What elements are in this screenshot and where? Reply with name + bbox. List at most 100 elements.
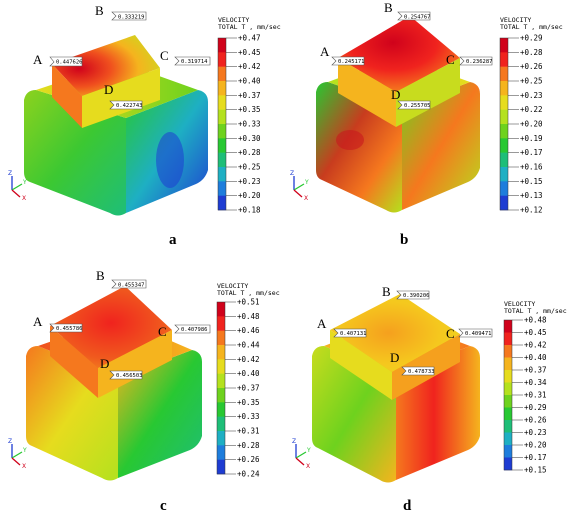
colorbar-segment	[217, 402, 225, 417]
svg-text:0.409471: 0.409471	[465, 331, 492, 337]
svg-text:Y: Y	[306, 447, 311, 454]
legend-tick-label: +0.26	[237, 455, 260, 464]
legend-title-b: VELOCITY	[500, 16, 531, 24]
point-label-d-B: B	[382, 284, 391, 299]
svg-text:0.245171: 0.245171	[338, 59, 365, 65]
colorbar-segment	[500, 152, 508, 168]
svg-text:0.455347: 0.455347	[118, 283, 145, 289]
legend-tick-label: +0.25	[520, 77, 543, 86]
legend-tick-label: +0.25	[238, 163, 261, 172]
legend-tick-label: +0.42	[238, 62, 261, 71]
axis-triad-a: Z Y X	[8, 170, 27, 202]
colorbar-segment	[504, 445, 512, 458]
legend-tick-label: +0.45	[524, 328, 547, 337]
colorbar-segment	[218, 152, 226, 168]
point-label-c-A: A	[33, 314, 43, 329]
colorbar-segment	[218, 95, 226, 110]
colorbar-segment	[504, 420, 512, 433]
panel-a: A B C D 0.447626 0.333219 0.319714 0.422…	[8, 3, 281, 248]
colorbar-segment	[218, 66, 226, 82]
colorbar-d	[503, 319, 513, 471]
legend-tick-label: +0.29	[520, 34, 543, 43]
colorbar-segment	[500, 81, 508, 96]
svg-text:Z: Z	[8, 170, 12, 177]
svg-text:Y: Y	[22, 179, 27, 186]
colorbar-segment	[504, 457, 512, 471]
colorbar-segment	[218, 38, 226, 53]
caption-c: c	[160, 498, 167, 514]
legend-tick-label: +0.20	[524, 441, 547, 450]
colorbar-segment	[217, 445, 225, 460]
colorbar-segment	[500, 167, 508, 182]
legend-ticks-c: +0.51 +0.48 +0.46 +0.44 +0.42 +0.40 +0.37 +0.35…	[225, 298, 260, 479]
svg-text:Z: Z	[8, 438, 12, 445]
legend-title-a: VELOCITY	[218, 16, 249, 24]
legend-tick-label: +0.47	[238, 34, 261, 43]
colorbar-segment	[217, 359, 225, 374]
svg-text:X: X	[22, 195, 26, 202]
legend-tick-label: +0.35	[237, 398, 260, 407]
legend-tick-label: +0.15	[520, 177, 543, 186]
colorbar-segment	[500, 109, 508, 125]
legend-tick-label: +0.23	[520, 91, 543, 100]
svg-text:Y: Y	[22, 447, 27, 454]
colorbar-segment	[218, 138, 226, 153]
legend-tick-label: +0.16	[520, 163, 543, 172]
legend-subtitle-d: TOTAL T , mm/sec	[504, 307, 567, 315]
svg-text:0.319714: 0.319714	[181, 59, 208, 65]
legend-tick-label: +0.33	[237, 412, 260, 421]
panel-d: A B C D 0.407131 0.390206 0.409471 0.478…	[292, 284, 567, 514]
colorbar-segment	[217, 330, 225, 346]
legend-tick-label: +0.42	[524, 341, 547, 350]
legend-tick-label: +0.28	[237, 441, 260, 450]
legend-tick-label: +0.26	[520, 62, 543, 71]
callout-d-B: 0.390206	[396, 290, 430, 300]
colorbar-segment	[504, 432, 512, 446]
callout-b-D: 0.255705	[397, 100, 431, 110]
svg-text:X: X	[22, 463, 26, 470]
svg-text:0.407986: 0.407986	[181, 327, 208, 333]
callout-d-C: 0.409471	[458, 328, 493, 338]
colorbar-segment	[217, 388, 225, 403]
point-label-c-B: B	[96, 268, 105, 283]
colorbar-a	[217, 37, 227, 211]
caption-b: b	[400, 232, 408, 248]
colorbar-segment	[217, 459, 225, 475]
legend-tick-label: +0.23	[524, 428, 547, 437]
callout-d-D: 0.478733	[401, 366, 435, 376]
colorbar-segment	[217, 345, 225, 360]
axis-triad-c: Z Y X	[8, 438, 27, 470]
legend-tick-label: +0.37	[238, 91, 261, 100]
legend-tick-label: +0.45	[238, 48, 261, 57]
box-d	[312, 294, 480, 483]
colorbar-segment	[500, 195, 508, 211]
svg-text:0.407131: 0.407131	[340, 331, 367, 337]
colorbar-segment	[500, 66, 508, 82]
legend-tick-label: +0.28	[238, 148, 261, 157]
legend-tick-label: +0.48	[524, 316, 547, 325]
colorbar-c	[216, 301, 226, 475]
point-label-a-A: A	[33, 52, 43, 67]
box-a	[24, 35, 208, 216]
svg-text:X: X	[306, 463, 310, 470]
legend-a: VELOCITY TOTAL T , mm/sec +0.47+0.45+0.4…	[217, 16, 281, 215]
legend-tick-label: +0.35	[238, 105, 261, 114]
legend-tick-label: +0.24	[237, 470, 260, 479]
panel-b: A B C D 0.245171 0.254767 0.236287 0.255…	[290, 0, 563, 248]
legend-tick-label: +0.19	[520, 134, 543, 143]
point-label-d-C: C	[446, 326, 455, 341]
legend-tick-label: +0.23	[238, 177, 261, 186]
legend-tick-label: +0.34	[524, 378, 547, 387]
legend-c: VELOCITY TOTAL T , mm/sec +0.51 +0.48 +0.4…	[216, 282, 280, 479]
colorbar-segment	[218, 195, 226, 211]
legend-b: VELOCITY TOTAL T , mm/sec +0.29+0.28+0.2…	[499, 16, 563, 215]
point-label-d-A: A	[317, 316, 327, 331]
callout-b-B: 0.254767	[397, 11, 431, 21]
colorbar-segment	[217, 431, 225, 446]
callout-d-A: 0.407131	[333, 328, 367, 338]
legend-tick-label: +0.37	[237, 384, 260, 393]
svg-text:X: X	[304, 195, 308, 202]
colorbar-segment	[504, 407, 512, 421]
svg-text:0.455786: 0.455786	[56, 326, 83, 332]
point-label-b-B: B	[384, 0, 393, 15]
